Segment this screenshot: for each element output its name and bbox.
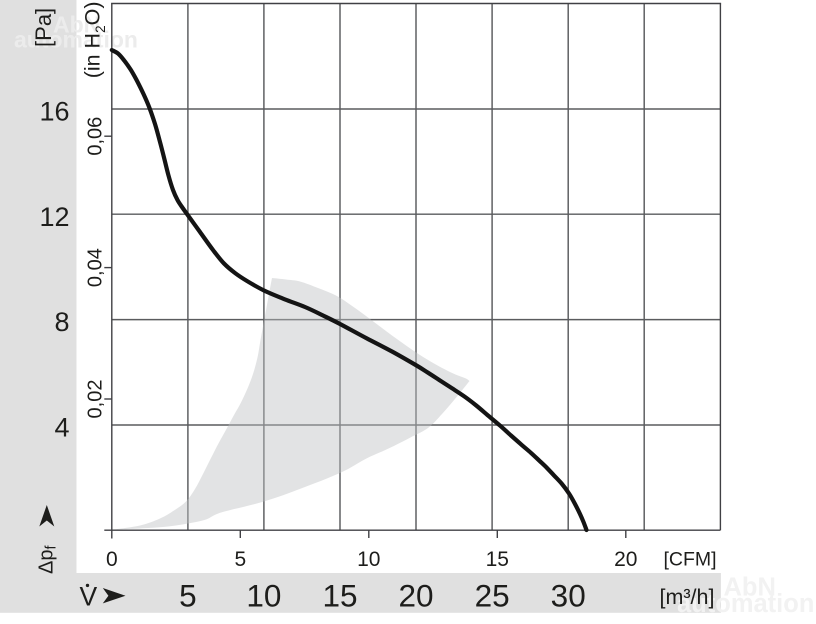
svg-text:25: 25 bbox=[475, 578, 510, 614]
svg-text:20: 20 bbox=[614, 548, 637, 571]
svg-text:12: 12 bbox=[39, 202, 69, 232]
svg-text:automation: automation bbox=[14, 26, 138, 52]
svg-text:AbN: AbN bbox=[53, 12, 100, 38]
svg-text:0: 0 bbox=[106, 548, 118, 571]
svg-text:[Pa]: [Pa] bbox=[31, 8, 56, 47]
svg-text:automation: automation bbox=[677, 590, 814, 618]
svg-text:20: 20 bbox=[398, 578, 433, 614]
svg-text:4: 4 bbox=[54, 413, 69, 443]
svg-text:30: 30 bbox=[551, 578, 586, 614]
svg-text:16: 16 bbox=[39, 96, 69, 126]
svg-text:AbN: AbN bbox=[724, 574, 776, 602]
svg-text:0,04: 0,04 bbox=[85, 248, 107, 287]
svg-text:0,02: 0,02 bbox=[85, 380, 107, 419]
svg-text:(in H2O): (in H2O) bbox=[80, 1, 108, 78]
svg-text:8: 8 bbox=[54, 307, 69, 337]
svg-text:[CFM]: [CFM] bbox=[663, 549, 716, 571]
svg-text:V: V bbox=[80, 581, 98, 611]
svg-text:10: 10 bbox=[357, 548, 380, 571]
svg-text:[m³/h]: [m³/h] bbox=[660, 585, 715, 609]
svg-text:10: 10 bbox=[246, 578, 281, 614]
svg-text:5: 5 bbox=[234, 548, 246, 571]
svg-text:15: 15 bbox=[486, 548, 509, 571]
svg-text:15: 15 bbox=[322, 578, 357, 614]
svg-text:0,06: 0,06 bbox=[85, 117, 107, 156]
svg-text:5: 5 bbox=[179, 578, 197, 614]
